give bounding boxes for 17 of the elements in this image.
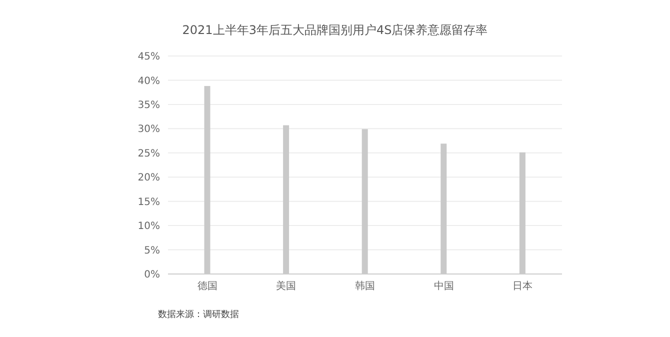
y-tick-label: 15% <box>138 196 160 208</box>
source-note: 数据来源：调研数据 <box>158 308 239 321</box>
y-tick-label: 5% <box>144 245 160 256</box>
y-tick-label: 45% <box>138 52 160 63</box>
y-tick-label: 35% <box>138 100 160 111</box>
x-tick-label: 日本 <box>512 280 533 292</box>
x-tick-label: 美国 <box>276 280 296 292</box>
chart-title: 2021上半年3年后五大品牌国别用户4S店保养意愿留存率 <box>181 22 489 39</box>
x-tick-label: 德国 <box>197 281 218 292</box>
y-tick-label: 30% <box>138 124 160 136</box>
y-tick-label: 0% <box>144 270 160 281</box>
y-tick-label: 25% <box>138 148 160 160</box>
y-tick-label: 20% <box>138 172 160 184</box>
x-tick-label: 中国 <box>434 280 454 292</box>
y-tick-label: 40% <box>138 76 160 87</box>
y-tick-label: 10% <box>138 221 160 232</box>
x-tick-label: 韩国 <box>355 280 375 292</box>
